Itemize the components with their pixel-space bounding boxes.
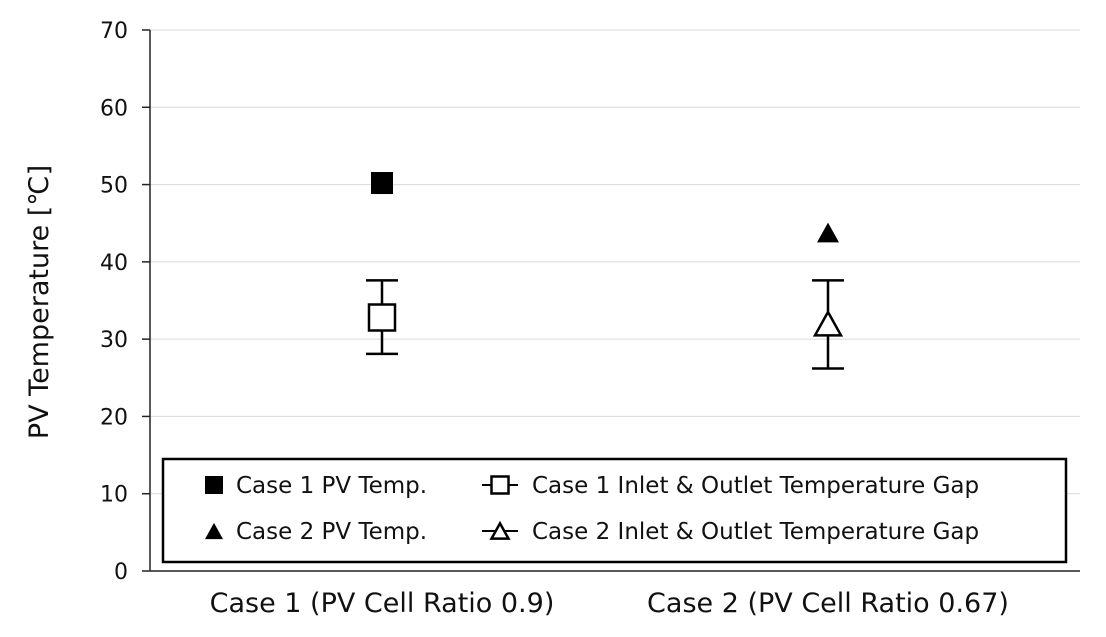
legend: Case 1 PV Temp. Case 1 Inlet & Outlet Tem… [161, 457, 1068, 564]
legend-label: Case 2 PV Temp. [236, 519, 427, 545]
data-point-filled-square [371, 172, 393, 195]
y-tick-label: 40 [100, 251, 128, 276]
legend-box [161, 457, 1068, 564]
axes [142, 29, 1080, 572]
data-marks [366, 172, 844, 370]
y-tick-labels: 0 10 20 30 40 50 60 70 [100, 19, 128, 585]
x-category-label: Case 2 (PV Cell Ratio 0.67) [647, 588, 1009, 619]
legend-label: Case 1 PV Temp. [236, 473, 427, 499]
data-point-filled-triangle [817, 222, 839, 243]
gridlines [150, 29, 1080, 495]
data-point-open-triangle [812, 309, 844, 337]
legend-label: Case 2 Inlet & Outlet Temperature Gap [532, 519, 979, 545]
legend-marker-open-triangle [489, 520, 511, 540]
data-point-open-square [367, 303, 397, 332]
y-tick-label: 70 [100, 19, 128, 44]
x-category-labels: Case 1 (PV Cell Ratio 0.9) Case 2 (PV Cel… [210, 588, 1009, 619]
legend-label: Case 1 Inlet & Outlet Temperature Gap [532, 473, 979, 499]
legend-marker-open-square [490, 475, 510, 495]
y-tick-label: 30 [100, 328, 128, 353]
y-tick-label: 20 [100, 405, 128, 430]
y-tick-label: 50 [100, 174, 128, 199]
y-tick-label: 10 [100, 483, 128, 508]
legend-marker-filled-square [205, 476, 223, 494]
legend-marker-filled-triangle [205, 522, 223, 540]
y-axis-title: PV Temperature [℃] [24, 165, 55, 439]
y-tick-label: 0 [114, 560, 128, 585]
y-tick-label: 60 [100, 96, 128, 121]
x-category-label: Case 1 (PV Cell Ratio 0.9) [210, 588, 555, 619]
